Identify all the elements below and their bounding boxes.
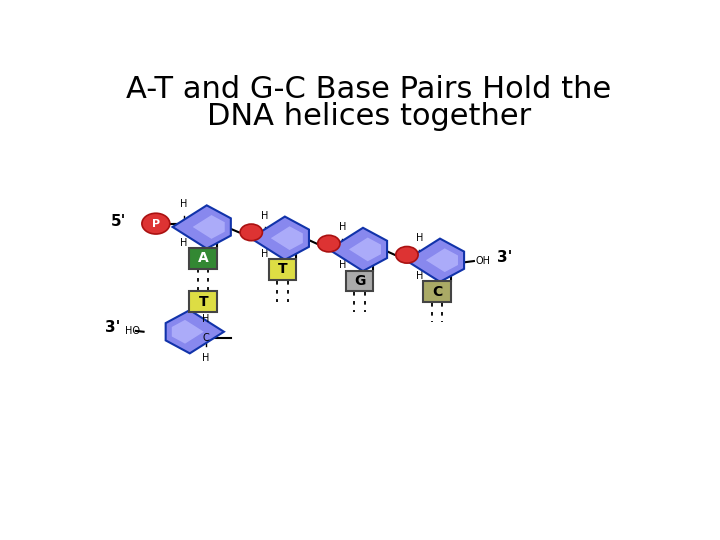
Text: 5': 5': [111, 214, 126, 230]
Polygon shape: [406, 239, 464, 282]
Polygon shape: [426, 248, 458, 272]
FancyBboxPatch shape: [269, 259, 297, 280]
Circle shape: [142, 213, 170, 234]
Text: C: C: [339, 241, 346, 251]
Text: H: H: [202, 353, 210, 362]
Text: H: H: [338, 222, 346, 232]
Text: T: T: [199, 295, 208, 309]
Text: G: G: [354, 274, 365, 288]
Text: C: C: [181, 219, 187, 228]
Text: P: P: [152, 219, 160, 228]
FancyBboxPatch shape: [423, 281, 451, 302]
Text: H: H: [415, 272, 423, 281]
Circle shape: [240, 224, 262, 241]
Text: C: C: [416, 252, 423, 262]
Text: T: T: [278, 262, 287, 276]
Text: OH: OH: [475, 256, 490, 266]
Polygon shape: [349, 238, 381, 261]
Text: H: H: [202, 314, 210, 324]
Text: H: H: [261, 249, 269, 259]
Text: H: H: [180, 199, 187, 210]
Polygon shape: [173, 205, 231, 248]
Polygon shape: [329, 228, 387, 271]
Polygon shape: [193, 215, 225, 239]
FancyBboxPatch shape: [189, 292, 217, 312]
Text: H: H: [338, 260, 346, 270]
Circle shape: [396, 246, 418, 263]
Text: A-T and G-C Base Pairs Hold the: A-T and G-C Base Pairs Hold the: [127, 75, 611, 104]
Text: C: C: [203, 333, 210, 343]
Text: 3': 3': [498, 250, 513, 265]
Text: C: C: [432, 285, 442, 299]
Polygon shape: [166, 310, 224, 353]
Polygon shape: [271, 226, 303, 250]
Text: 3': 3': [105, 320, 121, 335]
Text: A: A: [198, 251, 209, 265]
Text: C: C: [261, 230, 268, 240]
Polygon shape: [172, 320, 204, 343]
Polygon shape: [251, 217, 309, 260]
Text: DNA helices together: DNA helices together: [207, 102, 531, 131]
Text: H: H: [415, 233, 423, 243]
Circle shape: [318, 235, 340, 252]
Text: H: H: [261, 211, 269, 221]
FancyBboxPatch shape: [189, 248, 217, 268]
Text: H: H: [180, 238, 187, 248]
Text: HO: HO: [125, 326, 140, 336]
FancyBboxPatch shape: [346, 271, 374, 292]
